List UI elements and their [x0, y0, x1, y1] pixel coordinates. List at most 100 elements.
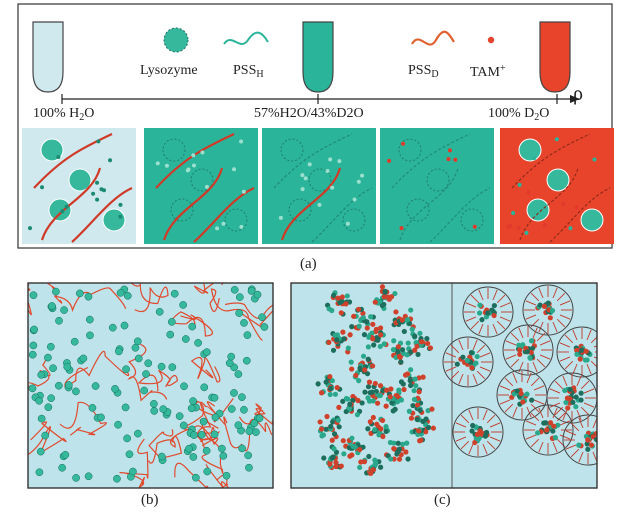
cluster-bead [394, 449, 401, 455]
core-shell-particle-3 [442, 336, 494, 388]
cluster-bead [549, 307, 556, 314]
lysozyme-particle [234, 421, 243, 430]
corona-chain [583, 388, 595, 394]
corona-chain [600, 445, 610, 449]
cluster-bead [360, 315, 366, 321]
cluster-bead [473, 360, 479, 366]
cluster-bead [347, 332, 353, 338]
polymer-chain [193, 283, 224, 294]
cluster-bead [336, 404, 342, 410]
counterion-dot [352, 197, 357, 202]
corona-chain [499, 316, 511, 322]
counterion-dot [155, 161, 160, 166]
counterion-dot [118, 202, 123, 207]
lysozyme-particle [252, 428, 260, 436]
corona-chain [465, 302, 477, 308]
cluster-bead [365, 426, 371, 432]
cluster-bead [562, 387, 568, 394]
lysozyme-particle [222, 471, 231, 480]
cluster-bead [329, 378, 335, 384]
corona-chain [530, 377, 540, 387]
lysozyme-particle [150, 400, 158, 408]
cluster-bead [340, 438, 346, 444]
cluster-bead [377, 392, 384, 399]
cluster-bead [425, 424, 432, 431]
corona-chain [499, 399, 511, 405]
cluster-bead [379, 417, 386, 424]
cluster-bead [518, 390, 524, 397]
shell-core [469, 422, 490, 446]
cluster-bead [570, 399, 576, 405]
lysozyme-glyph [163, 27, 189, 53]
cluster-bead [414, 402, 421, 408]
lysozyme-particle [260, 323, 269, 331]
counterion-dot [200, 150, 205, 155]
cluster-bead [361, 459, 368, 465]
counterion-dot [95, 197, 100, 202]
counterion-dot [60, 209, 65, 214]
corona-chain [538, 321, 544, 333]
counterion-dot [241, 189, 246, 194]
lysozyme-particle [192, 473, 200, 482]
caption-c: (c) [434, 492, 451, 508]
cluster-bead [331, 446, 337, 452]
cluster-bead [392, 290, 398, 297]
lysozyme-particle [58, 463, 66, 472]
lysozyme-1 [190, 168, 214, 192]
corona-chain [499, 302, 511, 308]
cluster-bead [396, 456, 403, 462]
tam-glyph [487, 36, 495, 44]
cluster-bead [380, 433, 386, 440]
cluster-bead [582, 357, 589, 363]
lysozyme-particle [44, 403, 53, 412]
lysozyme-0 [162, 138, 186, 162]
cluster-bead [395, 440, 401, 446]
cluster-bead [528, 338, 535, 344]
corona-chain [496, 320, 506, 330]
lysozyme-1 [68, 168, 92, 192]
polymer-chain [209, 288, 263, 341]
cluster-bead [387, 439, 394, 446]
cluster-bead [404, 352, 410, 358]
cluster-bead [365, 384, 372, 390]
lysozyme-particle [211, 413, 220, 422]
counterion-dot [360, 173, 365, 178]
counterion-dot [239, 224, 244, 229]
cluster-bead [366, 379, 373, 385]
corona-chain [505, 354, 517, 360]
cluster-bead [318, 426, 325, 432]
counterion-dot [472, 224, 477, 229]
lysozyme-particle [159, 405, 168, 413]
pss-d-label: PSSD [408, 63, 439, 80]
corona-chain [450, 344, 460, 354]
corona-chain [532, 327, 538, 339]
cluster-bead [386, 296, 392, 302]
cluster-bead [469, 365, 475, 371]
corona-chain [536, 358, 546, 368]
fractal-cluster-14 [317, 413, 342, 443]
tube-d2o [539, 21, 571, 93]
lysozyme-particle [227, 352, 236, 361]
cluster-bead [593, 436, 597, 443]
cluster-bead [578, 397, 584, 403]
corona-chain [556, 318, 566, 328]
fractal-cluster-15 [340, 435, 366, 459]
lysozyme-particle [238, 444, 246, 453]
cluster-bead [391, 338, 397, 344]
cluster-bead [397, 354, 403, 361]
counterion-dot [542, 223, 547, 228]
cluster-bead [338, 463, 344, 469]
lysozyme-particle [203, 467, 212, 476]
lysozyme-particle [225, 359, 234, 368]
tam-label: TAM+ [470, 63, 506, 80]
lysozyme-3 [102, 208, 126, 232]
cluster-bead [407, 382, 414, 389]
cluster-bead [577, 356, 583, 362]
lysozyme-1 [546, 168, 570, 192]
lysozyme-particle [168, 363, 177, 371]
cluster-bead [366, 398, 373, 404]
lysozyme-particle [230, 389, 238, 397]
cluster-bead [405, 456, 411, 462]
lysozyme-particle [197, 430, 206, 439]
corona-chain [510, 332, 520, 342]
